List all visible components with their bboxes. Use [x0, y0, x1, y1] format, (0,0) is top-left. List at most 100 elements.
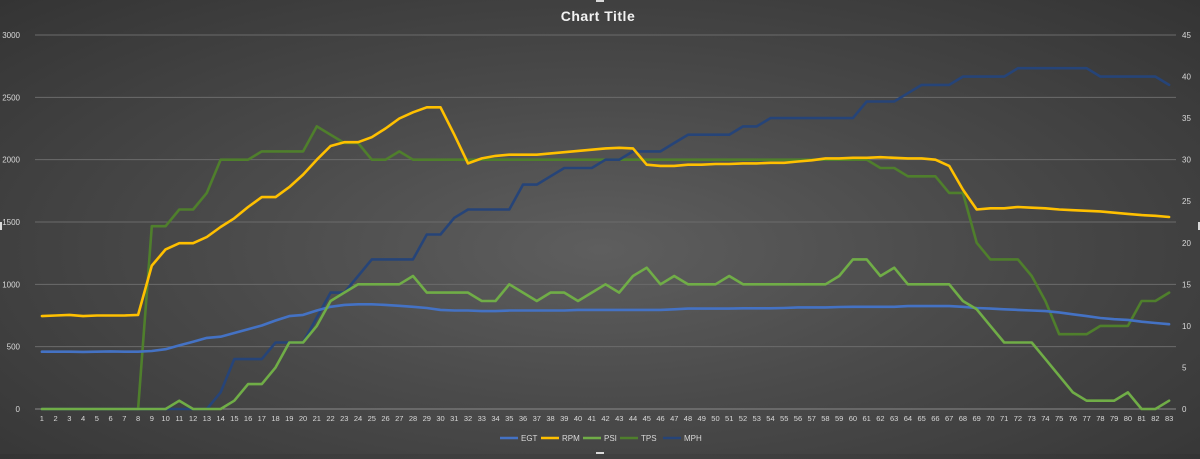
x-tick-label: 43 [615, 414, 623, 423]
x-tick-label: 52 [739, 414, 747, 423]
x-tick-label: 59 [835, 414, 843, 423]
x-tick-label: 6 [109, 414, 113, 423]
x-tick-label: 58 [821, 414, 829, 423]
x-tick-label: 10 [161, 414, 169, 423]
legend-label-egt: EGT [521, 434, 538, 443]
x-tick-label: 34 [491, 414, 499, 423]
x-tick-label: 9 [150, 414, 154, 423]
x-tick-label: 54 [766, 414, 774, 423]
series-line-mph [40, 66, 1171, 411]
x-tick-label: 62 [876, 414, 884, 423]
x-tick-label: 30 [436, 414, 444, 423]
y2-tick-label: 5 [1182, 363, 1187, 372]
chart-title: Chart Title [561, 8, 635, 24]
x-tick-label: 46 [656, 414, 664, 423]
y2-tick-label: 25 [1182, 197, 1191, 206]
x-tick-label: 45 [643, 414, 651, 423]
y-tick-label: 0 [16, 405, 21, 414]
x-tick-label: 83 [1165, 414, 1173, 423]
x-tick-label: 72 [1014, 414, 1022, 423]
x-tick-label: 80 [1124, 414, 1132, 423]
x-tick-label: 39 [560, 414, 568, 423]
x-tick-label: 11 [175, 414, 183, 423]
x-tick-label: 36 [519, 414, 527, 423]
frame-tick-bottom [596, 452, 604, 454]
x-tick-label: 79 [1110, 414, 1118, 423]
legend-label-rpm: RPM [562, 434, 580, 443]
x-tick-label: 71 [1000, 414, 1008, 423]
x-tick-label: 47 [670, 414, 678, 423]
series-line-rpm [40, 106, 1171, 318]
x-tick-label: 18 [271, 414, 279, 423]
x-tick-label: 53 [753, 414, 761, 423]
x-tick-label: 82 [1151, 414, 1159, 423]
x-tick-label: 12 [189, 414, 197, 423]
y-tick-label: 2000 [2, 156, 20, 165]
x-tick-label: 77 [1082, 414, 1090, 423]
x-tick-label: 31 [450, 414, 458, 423]
x-tick-label: 65 [918, 414, 926, 423]
y-tick-label: 1000 [2, 280, 20, 289]
y2-tick-label: 20 [1182, 239, 1191, 248]
x-tick-label: 26 [381, 414, 389, 423]
x-tick-label: 61 [863, 414, 871, 423]
x-tick-label: 44 [629, 414, 637, 423]
x-tick-label: 68 [959, 414, 967, 423]
series-line-tps [40, 125, 1171, 411]
x-tick-label: 17 [258, 414, 266, 423]
frame-tick-top [596, 0, 604, 2]
x-tick-label: 38 [546, 414, 554, 423]
x-tick-label: 8 [136, 414, 140, 423]
x-tick-label: 5 [95, 414, 99, 423]
y-tick-label: 1500 [2, 218, 20, 227]
x-tick-label: 35 [505, 414, 513, 423]
x-tick-label: 7 [122, 414, 126, 423]
x-tick-label: 33 [478, 414, 486, 423]
x-tick-label: 50 [711, 414, 719, 423]
y2-tick-label: 45 [1182, 31, 1191, 40]
x-tick-label: 69 [972, 414, 980, 423]
x-tick-label: 51 [725, 414, 733, 423]
x-tick-label: 24 [354, 414, 362, 423]
x-tick-label: 25 [368, 414, 376, 423]
x-tick-label: 16 [244, 414, 252, 423]
y-tick-label: 3000 [2, 31, 20, 40]
x-tick-label: 13 [203, 414, 211, 423]
x-tick-label: 22 [326, 414, 334, 423]
y-tick-label: 2500 [2, 93, 20, 102]
x-tick-label: 76 [1069, 414, 1077, 423]
x-tick-label: 57 [808, 414, 816, 423]
x-tick-label: 19 [285, 414, 293, 423]
frame-tick-right [1198, 222, 1200, 230]
x-tick-label: 56 [794, 414, 802, 423]
x-tick-label: 32 [464, 414, 472, 423]
x-tick-label: 42 [601, 414, 609, 423]
x-tick-label: 37 [533, 414, 541, 423]
x-tick-label: 20 [299, 414, 307, 423]
legend-label-psi: PSI [604, 434, 617, 443]
series-line-psi [40, 258, 1171, 411]
y2-tick-label: 0 [1182, 405, 1187, 414]
x-tick-label: 74 [1041, 414, 1049, 423]
x-tick-label: 28 [409, 414, 417, 423]
x-tick-label: 15 [230, 414, 238, 423]
x-tick-label: 2 [54, 414, 58, 423]
series-line-egt [40, 302, 1171, 354]
x-tick-label: 70 [986, 414, 994, 423]
y-tick-label: 500 [7, 343, 21, 352]
x-tick-label: 29 [423, 414, 431, 423]
x-tick-label: 49 [698, 414, 706, 423]
y2-tick-label: 35 [1182, 114, 1191, 123]
x-tick-label: 66 [931, 414, 939, 423]
x-tick-label: 23 [340, 414, 348, 423]
y2-tick-label: 40 [1182, 73, 1191, 82]
x-tick-label: 27 [395, 414, 403, 423]
x-tick-label: 63 [890, 414, 898, 423]
x-tick-label: 40 [574, 414, 582, 423]
x-tick-label: 1 [40, 414, 44, 423]
x-tick-label: 73 [1027, 414, 1035, 423]
legend-label-tps: TPS [641, 434, 657, 443]
frame-tick-left [0, 222, 2, 230]
